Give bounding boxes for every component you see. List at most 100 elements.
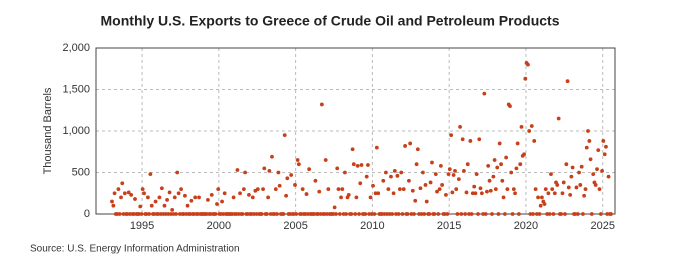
data-point	[243, 170, 247, 175]
x-tick-label: 2025	[590, 220, 614, 232]
data-point	[394, 212, 398, 216]
data-point	[550, 187, 555, 192]
data-point	[339, 195, 343, 200]
data-point	[555, 183, 560, 187]
data-point	[577, 170, 581, 175]
data-point	[296, 162, 301, 167]
data-point	[121, 212, 126, 216]
data-point	[449, 133, 454, 138]
data-point	[604, 144, 608, 149]
data-point	[595, 167, 599, 172]
data-point	[501, 195, 506, 200]
data-point	[445, 212, 450, 216]
data-point	[532, 139, 537, 143]
x-tick-label: 2010	[360, 220, 384, 232]
data-point	[552, 191, 557, 196]
data-point	[514, 166, 519, 171]
data-point	[433, 172, 438, 177]
data-point	[423, 183, 428, 187]
data-point	[549, 172, 553, 177]
data-point	[405, 212, 410, 216]
data-point	[163, 212, 168, 216]
data-point	[316, 212, 320, 216]
data-point	[305, 212, 310, 216]
data-point	[470, 191, 475, 196]
data-point	[602, 152, 607, 157]
data-point	[367, 212, 372, 216]
data-point	[438, 163, 443, 168]
data-point	[409, 212, 414, 216]
data-point	[578, 183, 583, 187]
data-point	[473, 191, 478, 196]
data-point	[166, 212, 171, 216]
data-point	[447, 167, 452, 172]
data-point	[304, 192, 309, 196]
data-point	[424, 199, 429, 204]
data-point	[208, 212, 213, 216]
data-point	[384, 170, 388, 175]
data-point	[551, 212, 556, 216]
data-point	[209, 193, 214, 197]
data-point	[172, 195, 177, 200]
data-point	[259, 212, 264, 216]
data-point	[357, 212, 361, 216]
data-point	[336, 187, 341, 192]
data-point	[413, 198, 418, 203]
data-point	[593, 183, 598, 187]
data-point	[564, 162, 569, 167]
data-point	[247, 193, 251, 197]
data-point	[534, 212, 539, 216]
data-point	[605, 212, 610, 216]
data-point	[459, 212, 464, 216]
data-point	[216, 187, 221, 192]
data-point	[536, 195, 540, 200]
data-point	[462, 168, 466, 173]
data-point	[275, 212, 279, 216]
data-point	[397, 187, 402, 192]
data-point	[236, 212, 241, 216]
data-point	[313, 178, 318, 183]
data-point	[366, 163, 370, 167]
data-point	[401, 187, 406, 192]
data-point	[460, 137, 465, 142]
data-point	[355, 163, 360, 168]
data-point	[516, 212, 521, 216]
data-point	[167, 190, 172, 195]
data-point	[526, 62, 530, 67]
data-point	[482, 91, 487, 96]
data-point	[381, 178, 386, 183]
data-point	[159, 186, 164, 191]
data-point	[165, 197, 169, 202]
x-tick-label: 2020	[514, 220, 538, 232]
data-point	[319, 102, 324, 107]
x-tick-label: 2015	[437, 220, 461, 232]
x-tick-label: 2000	[207, 220, 231, 232]
data-point	[467, 212, 471, 216]
data-point	[513, 191, 517, 196]
data-point	[177, 212, 182, 216]
data-point	[427, 212, 432, 216]
data-point	[376, 191, 381, 196]
data-point	[395, 173, 400, 178]
data-point	[598, 212, 603, 216]
data-point	[110, 199, 114, 204]
data-point	[340, 187, 345, 192]
data-point	[533, 187, 538, 192]
data-point	[400, 212, 405, 216]
data-point	[213, 212, 218, 216]
data-point	[326, 187, 331, 192]
data-point	[372, 212, 377, 216]
data-point	[575, 212, 580, 216]
data-point	[386, 187, 391, 192]
data-point	[240, 212, 245, 216]
data-point	[344, 212, 349, 216]
data-point	[374, 145, 379, 150]
data-point	[469, 212, 474, 216]
data-point	[369, 212, 374, 216]
data-point	[222, 191, 227, 196]
data-point	[476, 212, 480, 216]
data-point	[358, 181, 363, 186]
data-point	[119, 195, 123, 200]
data-point	[538, 203, 543, 208]
data-point	[503, 212, 507, 216]
